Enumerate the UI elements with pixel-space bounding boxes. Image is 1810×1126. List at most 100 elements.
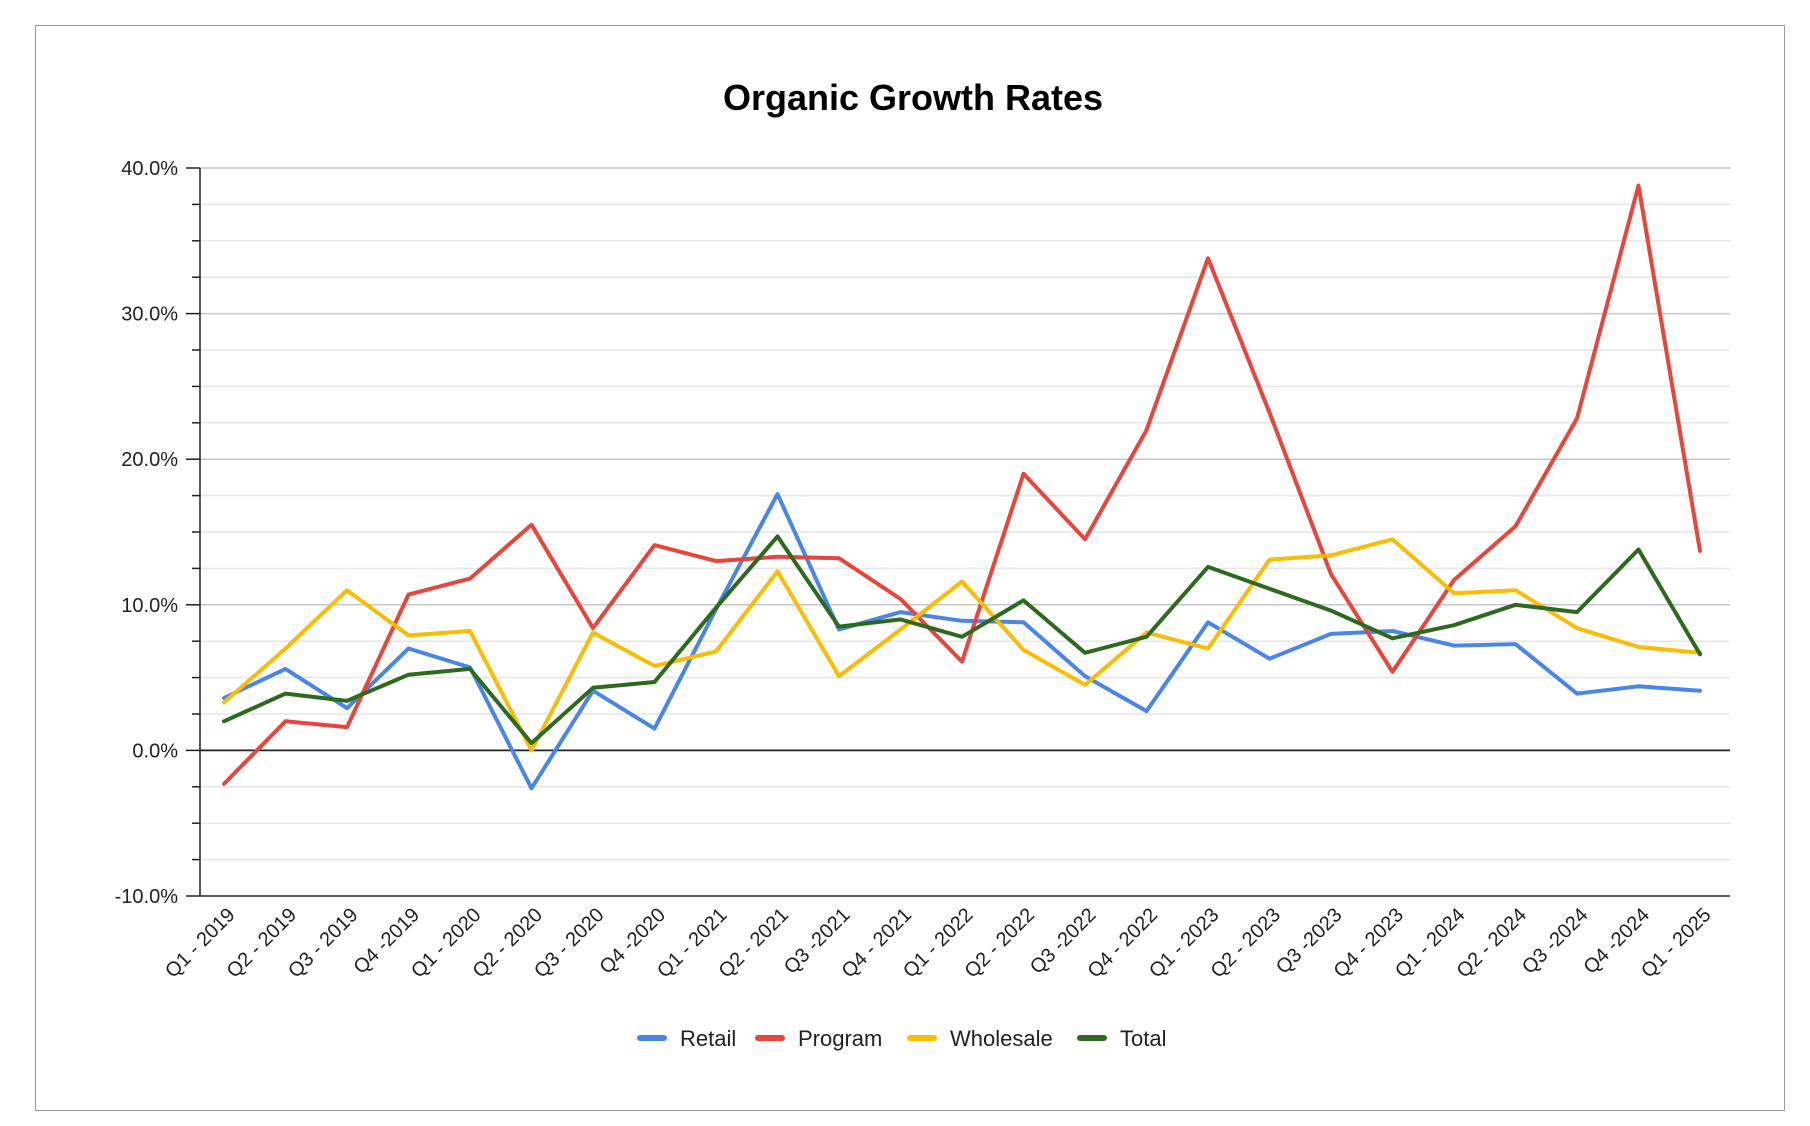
data-point-total xyxy=(345,698,350,703)
data-point-program xyxy=(283,719,288,724)
data-point-retail xyxy=(898,610,903,615)
data-point-total xyxy=(837,624,842,629)
data-point-program xyxy=(1021,471,1026,476)
data-point-wholesale xyxy=(1021,647,1026,652)
data-point-wholesale xyxy=(1329,553,1334,558)
data-point-wholesale xyxy=(468,629,473,634)
data-point-total xyxy=(714,605,719,610)
data-point-program xyxy=(1390,669,1395,674)
data-point-total xyxy=(652,679,657,684)
data-point-retail xyxy=(1575,691,1580,696)
data-point-retail xyxy=(1021,620,1026,625)
legend-label: Wholesale xyxy=(950,1026,1053,1051)
data-point-wholesale xyxy=(960,579,965,584)
data-point-program xyxy=(1575,416,1580,421)
gridlines xyxy=(200,167,1730,897)
axes: 40.0% 30.0% 20.0% 10.0% 0.0% -10.0% xyxy=(115,158,1730,908)
legend-item-program[interactable]: Program xyxy=(755,1026,882,1051)
data-point-total xyxy=(1144,634,1149,639)
legend-label: Program xyxy=(798,1026,882,1051)
data-point-retail xyxy=(1390,629,1395,634)
data-point-program xyxy=(1206,256,1211,261)
data-point-program xyxy=(1698,548,1703,553)
data-point-retail xyxy=(775,492,780,497)
data-point-wholesale xyxy=(1452,591,1457,596)
data-point-total xyxy=(1390,636,1395,641)
data-point-total xyxy=(898,617,903,622)
data-point-retail xyxy=(652,726,657,731)
y-tick-label: 30.0% xyxy=(121,304,178,326)
legend: Retail Program Wholesale Total xyxy=(637,1026,1166,1051)
data-point-total xyxy=(1267,586,1272,591)
data-point-program xyxy=(1144,428,1149,433)
data-point-retail xyxy=(1698,688,1703,693)
series-lines xyxy=(222,183,1703,791)
data-point-total xyxy=(468,666,473,671)
data-point-program xyxy=(960,659,965,664)
x-tick-label: Q3 -2024 xyxy=(1518,904,1593,979)
data-point-wholesale xyxy=(652,663,657,668)
data-point-retail xyxy=(1636,684,1641,689)
data-point-wholesale xyxy=(1575,626,1580,631)
data-point-wholesale xyxy=(1267,557,1272,562)
data-point-total xyxy=(283,691,288,696)
data-point-program xyxy=(1513,524,1518,529)
series-line-program xyxy=(222,183,1702,786)
data-point-total xyxy=(1329,608,1334,613)
data-point-program xyxy=(1329,572,1334,577)
data-point-wholesale xyxy=(222,700,227,705)
data-point-program xyxy=(775,554,780,559)
data-point-wholesale xyxy=(591,630,596,635)
legend-label: Total xyxy=(1120,1026,1166,1051)
legend-label: Retail xyxy=(680,1026,736,1051)
data-point-retail xyxy=(1206,620,1211,625)
data-point-retail xyxy=(283,666,288,671)
data-point-wholesale xyxy=(345,588,350,593)
legend-item-retail[interactable]: Retail xyxy=(637,1026,736,1051)
chart-title: Organic Growth Rates xyxy=(723,77,1103,118)
data-point-wholesale xyxy=(529,748,534,753)
y-tick-label: 10.0% xyxy=(121,595,178,617)
data-point-wholesale xyxy=(1636,645,1641,650)
data-point-retail xyxy=(529,786,534,791)
data-point-total xyxy=(1021,598,1026,603)
y-tick-label: -10.0% xyxy=(115,886,179,908)
data-point-program xyxy=(1083,537,1088,542)
data-point-total xyxy=(529,741,534,746)
data-point-wholesale xyxy=(775,569,780,574)
legend-item-wholesale[interactable]: Wholesale xyxy=(907,1026,1053,1051)
data-point-wholesale xyxy=(714,649,719,654)
data-point-total xyxy=(1698,652,1703,657)
data-point-total xyxy=(1513,602,1518,607)
legend-item-total[interactable]: Total xyxy=(1077,1026,1166,1051)
data-point-total xyxy=(1083,650,1088,655)
series-line-total xyxy=(222,534,1702,746)
data-point-retail xyxy=(1452,643,1457,648)
data-point-program xyxy=(714,559,719,564)
data-point-retail xyxy=(1144,709,1149,714)
data-point-wholesale xyxy=(1513,588,1518,593)
data-point-retail xyxy=(1513,642,1518,647)
data-point-program xyxy=(468,576,473,581)
series-line-wholesale xyxy=(222,537,1702,753)
data-point-retail xyxy=(406,646,411,651)
data-point-program xyxy=(406,592,411,597)
data-point-total xyxy=(1452,623,1457,628)
data-point-retail xyxy=(1329,631,1334,636)
data-point-total xyxy=(1206,564,1211,569)
data-point-program xyxy=(898,596,903,601)
data-point-wholesale xyxy=(1206,646,1211,651)
data-point-program xyxy=(652,543,657,548)
y-tick-label: 0.0% xyxy=(132,740,178,762)
y-tick-label: 40.0% xyxy=(121,158,178,180)
data-point-retail xyxy=(345,706,350,711)
data-point-total xyxy=(1575,610,1580,615)
data-point-program xyxy=(837,556,842,561)
y-tick-label: 20.0% xyxy=(121,449,178,471)
data-point-program xyxy=(345,725,350,730)
data-point-wholesale xyxy=(1390,537,1395,542)
data-point-total xyxy=(406,672,411,677)
data-point-program xyxy=(1452,578,1457,583)
